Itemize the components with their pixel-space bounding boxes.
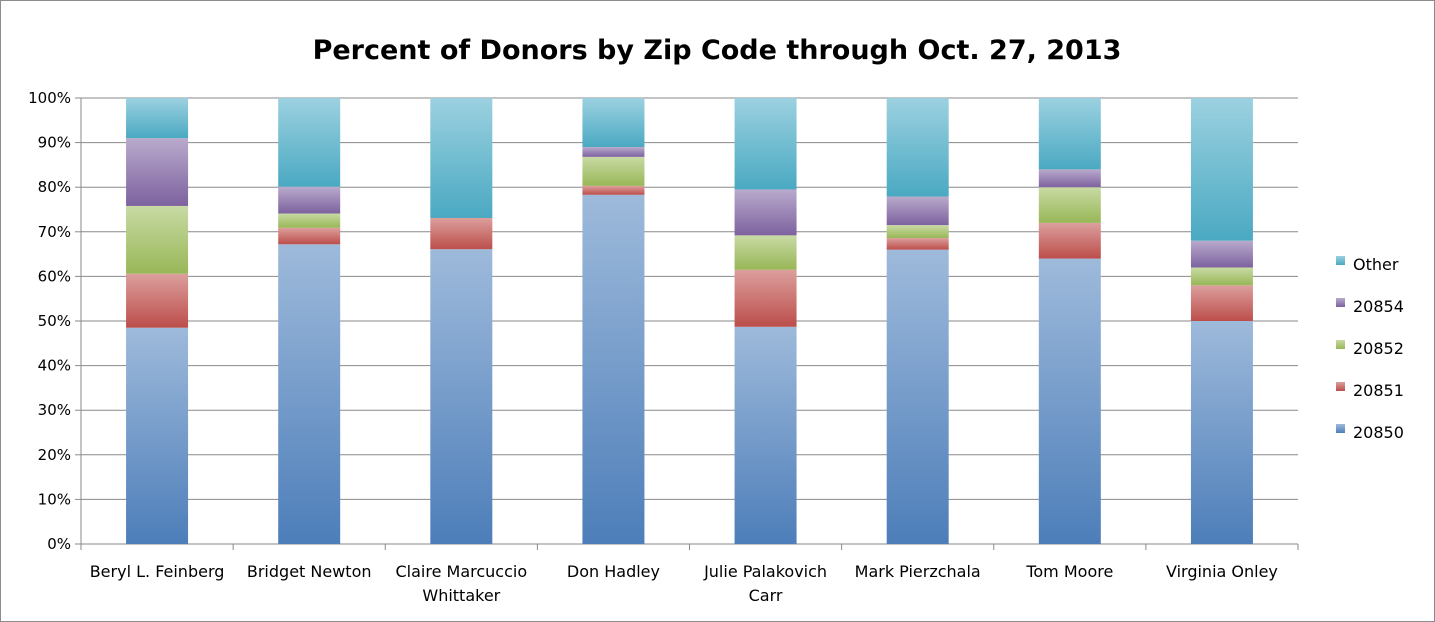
legend-swatch: [1336, 340, 1345, 349]
bars: [126, 98, 1253, 545]
legend-label: 20850: [1353, 423, 1404, 442]
legend-label: 20852: [1353, 339, 1404, 358]
bar-segment-20854: [734, 189, 797, 236]
bar-segment-20852: [582, 156, 645, 186]
bar-segment-20850: [430, 249, 493, 544]
bar-segment-20850: [126, 327, 189, 544]
axes: [75, 97, 1299, 550]
bar-segment-20851: [1190, 285, 1253, 321]
y-tick-label: 50%: [38, 312, 71, 330]
x-category-label: Julie Palakovich: [703, 562, 827, 581]
y-tick-label: 40%: [38, 357, 71, 375]
legend: Other 20854 20852 20851 20850: [1336, 255, 1404, 442]
x-category-label: Virginia Onley: [1166, 562, 1278, 581]
bar-segment-20852: [886, 225, 949, 239]
legend-label: 20854: [1353, 297, 1404, 316]
bar-segment-20854: [126, 138, 189, 206]
x-category-label: Claire Marcuccio: [396, 562, 528, 581]
y-tick-label: 20%: [38, 446, 71, 464]
bar-segment-other: [734, 98, 797, 190]
chart-title: Percent of Donors by Zip Code through Oc…: [313, 35, 1122, 66]
bar-segment-20850: [886, 249, 949, 544]
bar-segment-20854: [278, 186, 341, 214]
bar-segment-20851: [582, 185, 645, 195]
bar-segment-20850: [582, 194, 645, 545]
legend-label: Other: [1353, 255, 1399, 274]
y-tick-labels: 0% 10% 20% 30% 40% 50% 60% 70% 80% 90% 100%: [28, 89, 71, 553]
x-category-label: Beryl L. Feinberg: [90, 562, 225, 581]
bar-segment-20851: [886, 238, 949, 250]
x-category-label: Carr: [749, 586, 783, 605]
bar-segment-other: [430, 98, 493, 218]
bar-segment-20850: [734, 326, 797, 544]
bar-segment-20852: [126, 205, 189, 274]
bar-segment-20852: [1038, 187, 1101, 223]
x-category-label: Tom Moore: [1025, 562, 1113, 581]
bar-segment-20854: [1038, 169, 1101, 188]
bar-segment-other: [886, 98, 949, 197]
bar-segment-other: [1038, 98, 1101, 170]
legend-label: 20851: [1353, 381, 1404, 400]
bar-segment-20854: [582, 147, 645, 157]
legend-swatch: [1336, 382, 1345, 391]
category-labels: Beryl L. Feinberg Bridget Newton Claire Ma…: [90, 562, 1278, 605]
bar-segment-20852: [278, 213, 341, 228]
bar-segment-20850: [278, 244, 341, 544]
bar-segment-other: [582, 98, 645, 148]
bar-segment-20850: [1038, 258, 1101, 544]
gridlines: [81, 97, 1298, 545]
y-tick-label: 30%: [38, 401, 71, 419]
y-tick-label: 60%: [38, 267, 71, 285]
bar-segment-20852: [734, 235, 797, 270]
bar-segment-other: [126, 98, 189, 139]
x-category-label: Bridget Newton: [247, 562, 372, 581]
y-tick-label: 80%: [38, 178, 71, 196]
y-tick-label: 90%: [38, 134, 71, 152]
x-category-label: Whittaker: [422, 586, 500, 605]
bar-segment-20851: [430, 217, 493, 250]
y-tick-label: 10%: [38, 490, 71, 508]
bar-segment-20851: [278, 227, 341, 245]
legend-swatch: [1336, 298, 1345, 307]
legend-swatch: [1336, 256, 1345, 265]
bar-segment-20854: [1190, 240, 1253, 268]
y-tick-label: 100%: [28, 89, 71, 107]
x-category-label: Don Hadley: [567, 562, 660, 581]
bar-segment-20852: [1190, 267, 1253, 286]
y-tick-label: 70%: [38, 223, 71, 241]
bar-segment-20850: [1190, 321, 1253, 544]
bar-segment-20851: [126, 273, 189, 328]
y-tick-label: 0%: [47, 535, 71, 553]
bar-segment-20854: [886, 196, 949, 226]
legend-swatch: [1336, 424, 1345, 433]
bar-segment-other: [278, 98, 341, 187]
bar-segment-20851: [1038, 222, 1101, 259]
bar-segment-other: [1190, 98, 1253, 241]
x-category-label: Mark Pierzchala: [855, 562, 981, 581]
bar-segment-20851: [734, 269, 797, 327]
